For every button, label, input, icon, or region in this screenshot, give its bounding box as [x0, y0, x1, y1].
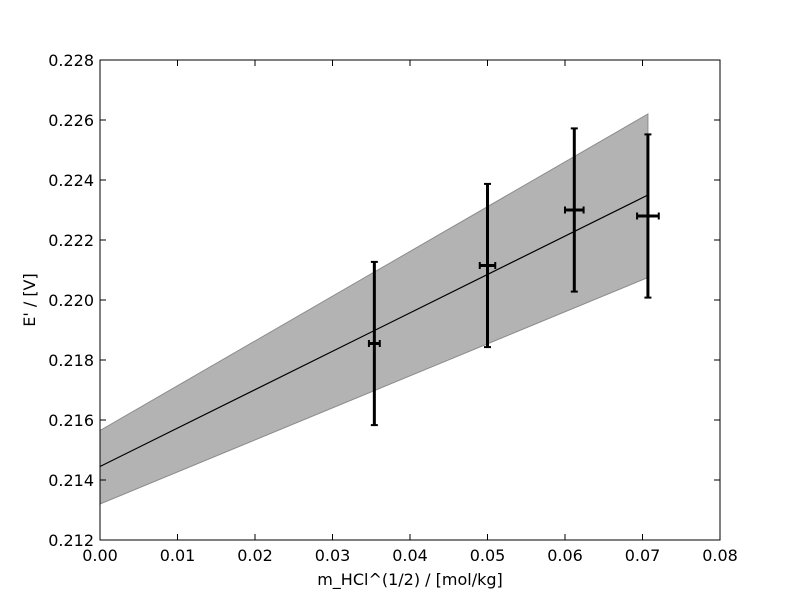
- x-tick-label: 0.01: [160, 546, 196, 565]
- x-tick-label: 0.00: [82, 546, 118, 565]
- y-tick-label: 0.222: [48, 231, 94, 250]
- x-tick-label: 0.06: [547, 546, 583, 565]
- y-tick-label: 0.224: [48, 171, 94, 190]
- y-tick-label: 0.226: [48, 111, 94, 130]
- y-axis-ticks: 0.212 0.214 0.216 0.218 0.220 0.222 0.224 0.226…: [48, 51, 720, 550]
- x-tick-label: 0.03: [315, 546, 351, 565]
- data-points-layer: [367, 127, 660, 427]
- data-point-2: [564, 127, 585, 293]
- data-point-3: [636, 133, 660, 299]
- x-tick-label: 0.04: [392, 546, 428, 565]
- y-axis-label: E' / [V]: [20, 273, 39, 327]
- data-point-1: [478, 182, 497, 349]
- x-tick-label: 0.08: [702, 546, 738, 565]
- y-tick-label: 0.212: [48, 531, 94, 550]
- y-tick-label: 0.216: [48, 411, 94, 430]
- y-tick-label: 0.214: [48, 471, 94, 490]
- y-tick-label: 0.220: [48, 291, 94, 310]
- y-tick-label: 0.228: [48, 51, 94, 70]
- x-tick-label: 0.02: [237, 546, 273, 565]
- y-tick-label: 0.218: [48, 351, 94, 370]
- x-axis-label: m_HCl^(1/2) / [mol/kg]: [317, 570, 503, 590]
- x-tick-label: 0.05: [470, 546, 506, 565]
- data-point-0: [367, 260, 381, 427]
- x-tick-label: 0.07: [625, 546, 661, 565]
- x-axis-ticks: 0.00 0.01 0.02 0.03 0.04 0.05 0.06 0.07 0.08: [82, 60, 738, 565]
